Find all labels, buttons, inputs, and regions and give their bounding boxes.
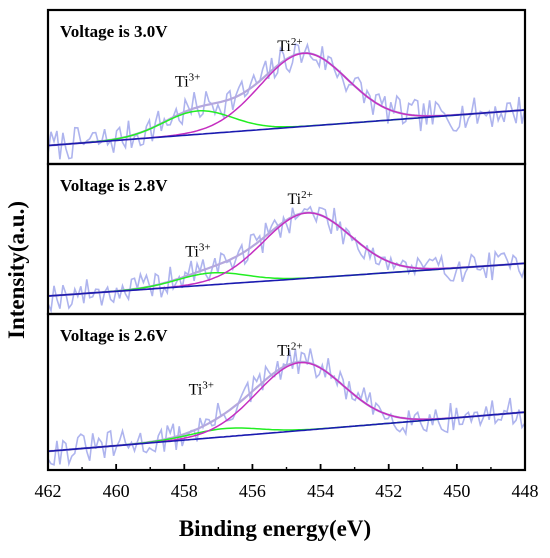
y-axis-label-text: Intensity(a.u.)	[4, 200, 30, 340]
background-line	[48, 262, 525, 297]
panel-1-curves	[48, 42, 525, 160]
background-line	[48, 109, 525, 147]
x-tick-label: 458	[171, 481, 198, 501]
panel-title: Voltage is 2.6V	[60, 326, 168, 345]
panel-3: Voltage is 2.6V Ti2+ Ti3+	[46, 312, 527, 472]
x-tick-label: 456	[239, 481, 266, 501]
raw-spectrum-line	[48, 42, 525, 160]
x-tick-label: 460	[103, 481, 130, 501]
background-line	[48, 411, 525, 453]
x-axis-label: Binding energy(eV)	[178, 516, 372, 541]
y-axis-label: Intensity(a.u.)	[2, 120, 32, 420]
x-tick-label: 452	[375, 481, 402, 501]
panel-title: Voltage is 2.8V	[60, 176, 168, 195]
peak-label: Ti3+	[189, 380, 214, 399]
x-tick-label: 454	[307, 481, 334, 501]
raw-spectrum-line	[48, 205, 525, 314]
peak-label: Ti2+	[287, 189, 312, 208]
panel-title: Voltage is 3.0V	[60, 22, 168, 41]
x-tick-label: 448	[512, 481, 539, 501]
panel-1: Voltage is 3.0V Ti2+ Ti3+	[46, 8, 527, 166]
peak-label: Ti3+	[175, 72, 200, 91]
panel-2: Voltage is 2.8V Ti2+ Ti3+	[46, 162, 527, 316]
x-tick-label: 450	[443, 481, 470, 501]
panel-3-curves	[48, 348, 525, 467]
peak-label: Ti3+	[185, 241, 210, 260]
envelope-fit-line	[48, 360, 525, 453]
peak-label: Ti2+	[277, 36, 302, 55]
panel-2-curves	[48, 205, 525, 314]
peak-label: Ti2+	[277, 341, 302, 360]
x-tick-label: 462	[35, 481, 62, 501]
